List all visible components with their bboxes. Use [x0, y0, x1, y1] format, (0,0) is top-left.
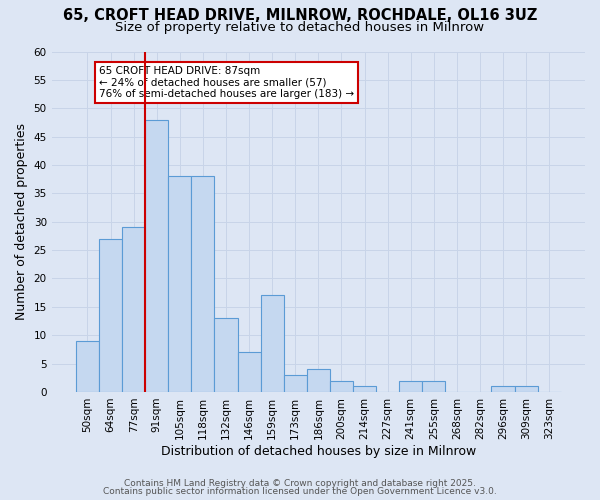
Y-axis label: Number of detached properties: Number of detached properties: [15, 123, 28, 320]
Bar: [422, 380, 445, 392]
Text: 65 CROFT HEAD DRIVE: 87sqm
← 24% of detached houses are smaller (57)
76% of semi: 65 CROFT HEAD DRIVE: 87sqm ← 24% of deta…: [99, 66, 354, 99]
Bar: [260, 296, 284, 392]
Bar: [307, 370, 330, 392]
Text: 65, CROFT HEAD DRIVE, MILNROW, ROCHDALE, OL16 3UZ: 65, CROFT HEAD DRIVE, MILNROW, ROCHDALE,…: [63, 8, 537, 22]
Text: Contains HM Land Registry data © Crown copyright and database right 2025.: Contains HM Land Registry data © Crown c…: [124, 478, 476, 488]
Bar: [238, 352, 260, 392]
X-axis label: Distribution of detached houses by size in Milnrow: Distribution of detached houses by size …: [161, 444, 476, 458]
Bar: [399, 380, 422, 392]
Bar: [515, 386, 538, 392]
Bar: [99, 239, 122, 392]
Text: Size of property relative to detached houses in Milnrow: Size of property relative to detached ho…: [115, 21, 485, 34]
Bar: [353, 386, 376, 392]
Bar: [191, 176, 214, 392]
Bar: [284, 375, 307, 392]
Bar: [168, 176, 191, 392]
Text: Contains public sector information licensed under the Open Government Licence v3: Contains public sector information licen…: [103, 487, 497, 496]
Bar: [76, 341, 99, 392]
Bar: [145, 120, 168, 392]
Bar: [122, 228, 145, 392]
Bar: [214, 318, 238, 392]
Bar: [330, 380, 353, 392]
Bar: [491, 386, 515, 392]
